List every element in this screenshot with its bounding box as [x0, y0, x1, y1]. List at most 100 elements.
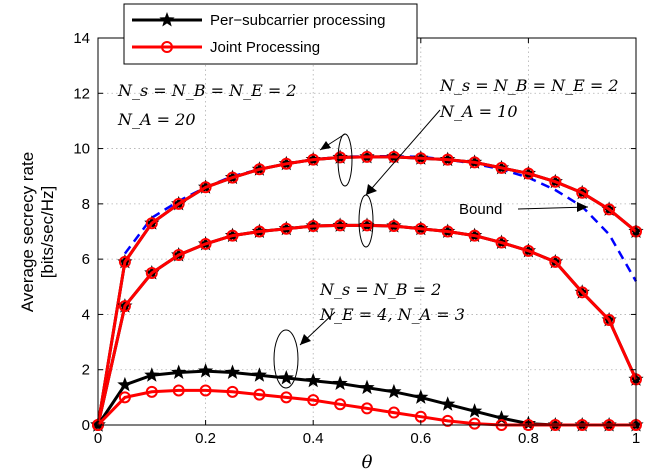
joint-point: [172, 248, 185, 261]
joint-point: [199, 237, 212, 250]
joint-point: [118, 255, 131, 268]
joint-point: [468, 229, 481, 242]
joint-point: [199, 181, 212, 194]
per-subcarrier-point: [359, 379, 375, 395]
per-subcarrier-point: [493, 410, 510, 425]
joint-point: [226, 385, 239, 398]
joint-point: [280, 157, 293, 170]
group1-arrowhead: [320, 141, 331, 150]
per-subcarrier-point: [278, 370, 294, 385]
joint-point: [199, 384, 212, 397]
per-subcarrier-point: [144, 367, 160, 382]
joint-point: [495, 161, 508, 174]
joint-point: [118, 391, 131, 404]
per-subcarrier-point: [466, 403, 483, 418]
per-subcarrier-point: [413, 389, 429, 404]
joint-point: [253, 388, 266, 401]
legend-circle-marker: [161, 41, 173, 53]
joint-point: [468, 156, 481, 169]
per-subcarrier-point: [117, 376, 133, 392]
joint-point: [387, 219, 400, 232]
per-subcarrier-point: [440, 396, 456, 411]
joint-point: [307, 394, 320, 407]
joint-point: [549, 255, 562, 268]
y-tick-label: 10: [73, 141, 90, 158]
bound-arrowhead: [577, 202, 588, 212]
per-subcarrier-line-group3: [96, 369, 636, 427]
per-subcarrier-point: [251, 367, 268, 382]
legend-star-marker: [159, 12, 175, 27]
joint-point: [414, 222, 427, 235]
group2-arrowhead: [366, 184, 377, 195]
per-subcarrier-point: [197, 363, 214, 378]
per-subcarrier-point: [386, 383, 402, 399]
joint-point: [495, 236, 508, 249]
joint-point: [172, 197, 185, 210]
joint-point: [441, 153, 454, 166]
joint-point: [414, 152, 427, 165]
x-tick-label: 1: [632, 430, 640, 447]
y-tick-label: 0: [82, 417, 90, 434]
joint-point: [280, 391, 293, 404]
bound-arrow: [517, 206, 589, 210]
joint-point: [576, 186, 589, 199]
group1-annotation-line1: N_s = N_B = N_E = 2: [117, 81, 297, 100]
group2-annotation-line1: N_s = N_B = N_E = 2: [439, 76, 619, 95]
joint-point: [280, 222, 293, 235]
legend: Per−subcarrier processing Joint Processi…: [123, 3, 418, 65]
group2-arrow: [365, 109, 441, 196]
joint-point: [549, 175, 562, 188]
joint-point: [441, 414, 454, 427]
per-subcarrier-point: [332, 375, 348, 391]
joint-point: [145, 217, 158, 230]
group1-annotation-line2: N_A = 20: [117, 110, 196, 129]
per-subcarrier-point: [305, 372, 321, 388]
bound-label: Bound: [459, 201, 502, 218]
y-axis-label-line2: [bits/sec/Hz]: [38, 186, 57, 279]
y-tick-label: 2: [82, 362, 90, 379]
y-tick-label: 4: [82, 306, 90, 323]
group2-annotation-line2: N_A = 10: [439, 102, 518, 121]
joint-point: [226, 171, 239, 184]
y-tick-label: 6: [82, 251, 90, 268]
x-tick-label: 0.4: [303, 430, 324, 447]
joint-point: [522, 167, 535, 180]
joint-point: [145, 385, 158, 398]
group3-ellipse: [273, 329, 299, 389]
joint-point: [253, 225, 266, 238]
group3-arrowhead: [300, 334, 311, 345]
group3-annotation-line2: N_E = 4, N_A = 3: [319, 305, 465, 324]
x-tick-label: 0: [94, 430, 102, 447]
joint-point: [118, 300, 131, 313]
joint-point: [603, 203, 616, 216]
joint-point: [603, 313, 616, 326]
x-axis-label: θ: [362, 452, 373, 473]
joint-point: [145, 266, 158, 279]
x-tick-label: 0.6: [410, 430, 431, 447]
joint-point: [361, 150, 373, 163]
joint-point: [334, 151, 347, 164]
joint-line-group1: [96, 155, 637, 426]
legend-label-joint: Joint Processing: [210, 39, 320, 56]
x-tick-label: 0.2: [195, 430, 216, 447]
legend-label-per-subcarrier: Per−subcarrier processing: [210, 12, 386, 29]
legend-box: [123, 3, 418, 65]
x-tick-label: 0.8: [518, 430, 539, 447]
joint-point: [387, 406, 400, 419]
joint-point: [361, 219, 373, 232]
joint-point: [226, 229, 239, 242]
group3-annotation-line1: N_s = N_B = 2: [319, 280, 441, 299]
y-tick-label: 14: [73, 30, 90, 47]
joint-point: [361, 402, 373, 415]
per-subcarrier-point: [224, 364, 241, 379]
joint-point: [576, 286, 589, 299]
per-subcarrier-point: [171, 364, 187, 379]
joint-point: [253, 163, 266, 176]
y-tick-label: 12: [73, 85, 90, 102]
joint-point: [334, 398, 347, 411]
y-axis-label: Average secrecy rate [bits/sec/Hz]: [18, 152, 57, 312]
joint-point: [172, 384, 185, 397]
joint-point: [334, 219, 347, 232]
